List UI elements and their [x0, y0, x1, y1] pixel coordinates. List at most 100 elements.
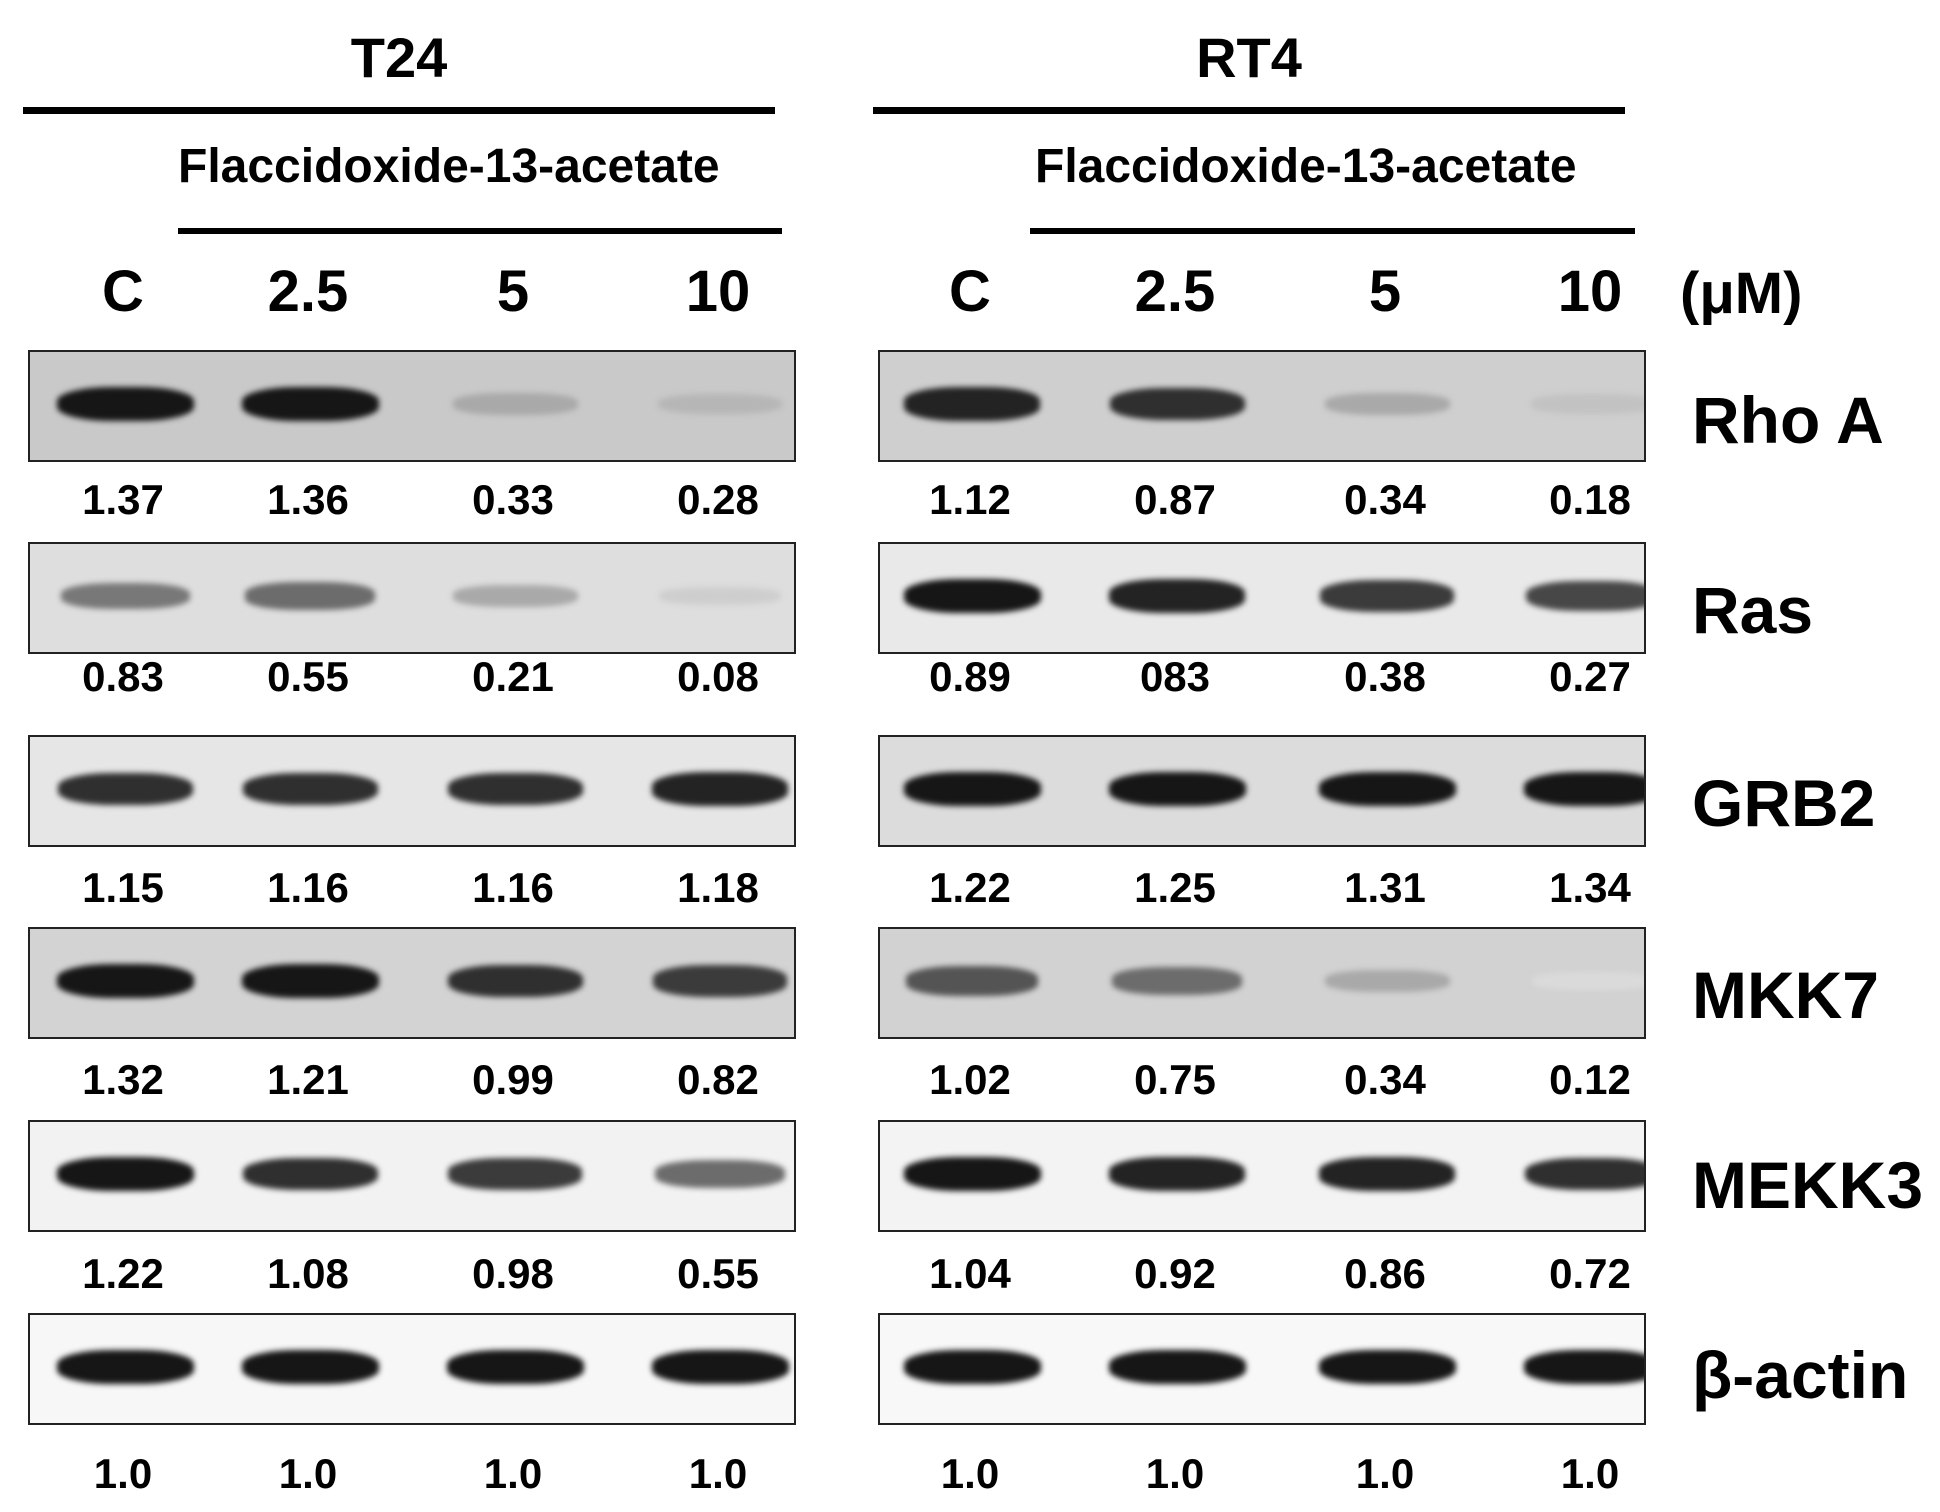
protein-band [658, 393, 782, 415]
protein-band [241, 963, 379, 999]
densitometry-value: 0.99 [472, 1056, 554, 1103]
protein-band [651, 1349, 789, 1385]
densitometry-value: 0.34 [1344, 1056, 1426, 1103]
lane-label: C [949, 259, 991, 324]
protein-band [903, 1349, 1041, 1385]
protein-band [1112, 967, 1242, 995]
protein-band [1523, 1349, 1644, 1385]
protein-label: MEKK3 [1692, 1148, 1924, 1222]
densitometry-value: 1.0 [1355, 1450, 1415, 1497]
blot-5 [28, 1313, 796, 1425]
protein-band [241, 386, 379, 422]
densitometry-value: 1.37 [82, 476, 164, 523]
densitometry-value: 1.0 [940, 1450, 1000, 1497]
blot-5 [878, 1313, 1646, 1425]
protein-band [1318, 1349, 1456, 1385]
densitometry-value: 1.34 [1549, 864, 1631, 911]
densitometry-value: 0.28 [677, 476, 759, 523]
protein-label: MKK7 [1692, 958, 1880, 1032]
protein-band [1525, 580, 1644, 612]
panel-title-t24: T24 [350, 26, 448, 89]
protein-band [242, 772, 378, 806]
cell-line-rule [23, 107, 775, 114]
lane-label: 10 [1557, 259, 1623, 324]
densitometry-value: 1.16 [472, 864, 554, 911]
protein-band [653, 965, 787, 997]
densitometry-value: 1.15 [82, 864, 164, 911]
densitometry-value: 0.82 [677, 1056, 759, 1103]
densitometry-value: 0.86 [1344, 1250, 1426, 1297]
blot-1 [28, 542, 796, 654]
densitometry-value: 1.0 [483, 1450, 543, 1497]
lane-label: 10 [685, 259, 751, 324]
densitometry-value: 1.22 [82, 1250, 164, 1297]
protein-band [60, 582, 190, 610]
protein-band [452, 585, 578, 607]
panel-title-rt4: RT4 [1196, 26, 1302, 89]
densitometry-value: 0.92 [1134, 1250, 1216, 1297]
protein-band [1109, 387, 1245, 421]
densitometry-value: 0.55 [677, 1250, 759, 1297]
densitometry-value: 1.32 [82, 1056, 164, 1103]
protein-band [1318, 771, 1456, 807]
lane-label: 2.5 [1134, 259, 1216, 324]
densitometry-value: 0.89 [929, 653, 1011, 700]
cell-line-rule [873, 107, 1625, 114]
protein-band [245, 582, 375, 610]
protein-label: GRB2 [1692, 766, 1876, 840]
densitometry-value: 1.04 [929, 1250, 1011, 1297]
treatment-label: Flaccidoxide-13-acetate [1035, 140, 1577, 193]
protein-band [56, 1156, 194, 1192]
densitometry-value: 1.22 [929, 864, 1011, 911]
densitometry-value: 0.33 [472, 476, 554, 523]
densitometry-value: 0.55 [267, 653, 349, 700]
densitometry-value: 0.83 [82, 653, 164, 700]
lane-label: 5 [496, 259, 530, 324]
densitometry-value: 0.75 [1134, 1056, 1216, 1103]
protein-band [56, 386, 194, 422]
protein-band [655, 1160, 785, 1188]
densitometry-value: 1.0 [278, 1450, 338, 1497]
protein-band [903, 578, 1041, 614]
treatment-label: Flaccidoxide-13-acetate [178, 140, 720, 193]
densitometry-value: 1.16 [267, 864, 349, 911]
protein-band [1108, 771, 1246, 807]
densitometry-value: 1.21 [267, 1056, 349, 1103]
protein-label: β-actin [1692, 1338, 1909, 1412]
treatment-rule [178, 228, 782, 234]
densitometry-value: 0.21 [472, 653, 554, 700]
densitometry-value: 0.34 [1344, 476, 1426, 523]
lane-label: C [102, 259, 144, 324]
protein-band [659, 586, 781, 606]
lane-label: 5 [1368, 259, 1402, 324]
treatment-rule [1030, 228, 1635, 234]
protein-band [1531, 972, 1644, 990]
protein-label: Ras [1692, 573, 1814, 647]
protein-band [652, 772, 788, 806]
protein-band [1109, 1157, 1245, 1191]
protein-band [1109, 579, 1245, 613]
blot-4 [878, 1120, 1646, 1232]
protein-band [1530, 394, 1644, 414]
densitometry-value: 1.08 [267, 1250, 349, 1297]
blot-2 [28, 735, 796, 847]
protein-band [452, 393, 578, 415]
unit-label: (μM) [1680, 261, 1803, 326]
protein-band [241, 1349, 379, 1385]
densitometry-value: 0.18 [1549, 476, 1631, 523]
protein-band [447, 964, 583, 998]
densitometry-value: 1.0 [1560, 1450, 1620, 1497]
protein-band [1524, 1157, 1644, 1191]
protein-band [57, 772, 193, 806]
blot-4 [28, 1120, 796, 1232]
protein-band [1320, 580, 1454, 612]
blot-0 [878, 350, 1646, 462]
densitometry-value: 1.31 [1344, 864, 1426, 911]
protein-band [903, 771, 1041, 807]
protein-band [1108, 1349, 1246, 1385]
protein-band [447, 772, 583, 806]
densitometry-value: 0.87 [1134, 476, 1216, 523]
densitometry-value: 0.08 [677, 653, 759, 700]
blot-1 [878, 542, 1646, 654]
densitometry-value: 1.0 [93, 1450, 153, 1497]
